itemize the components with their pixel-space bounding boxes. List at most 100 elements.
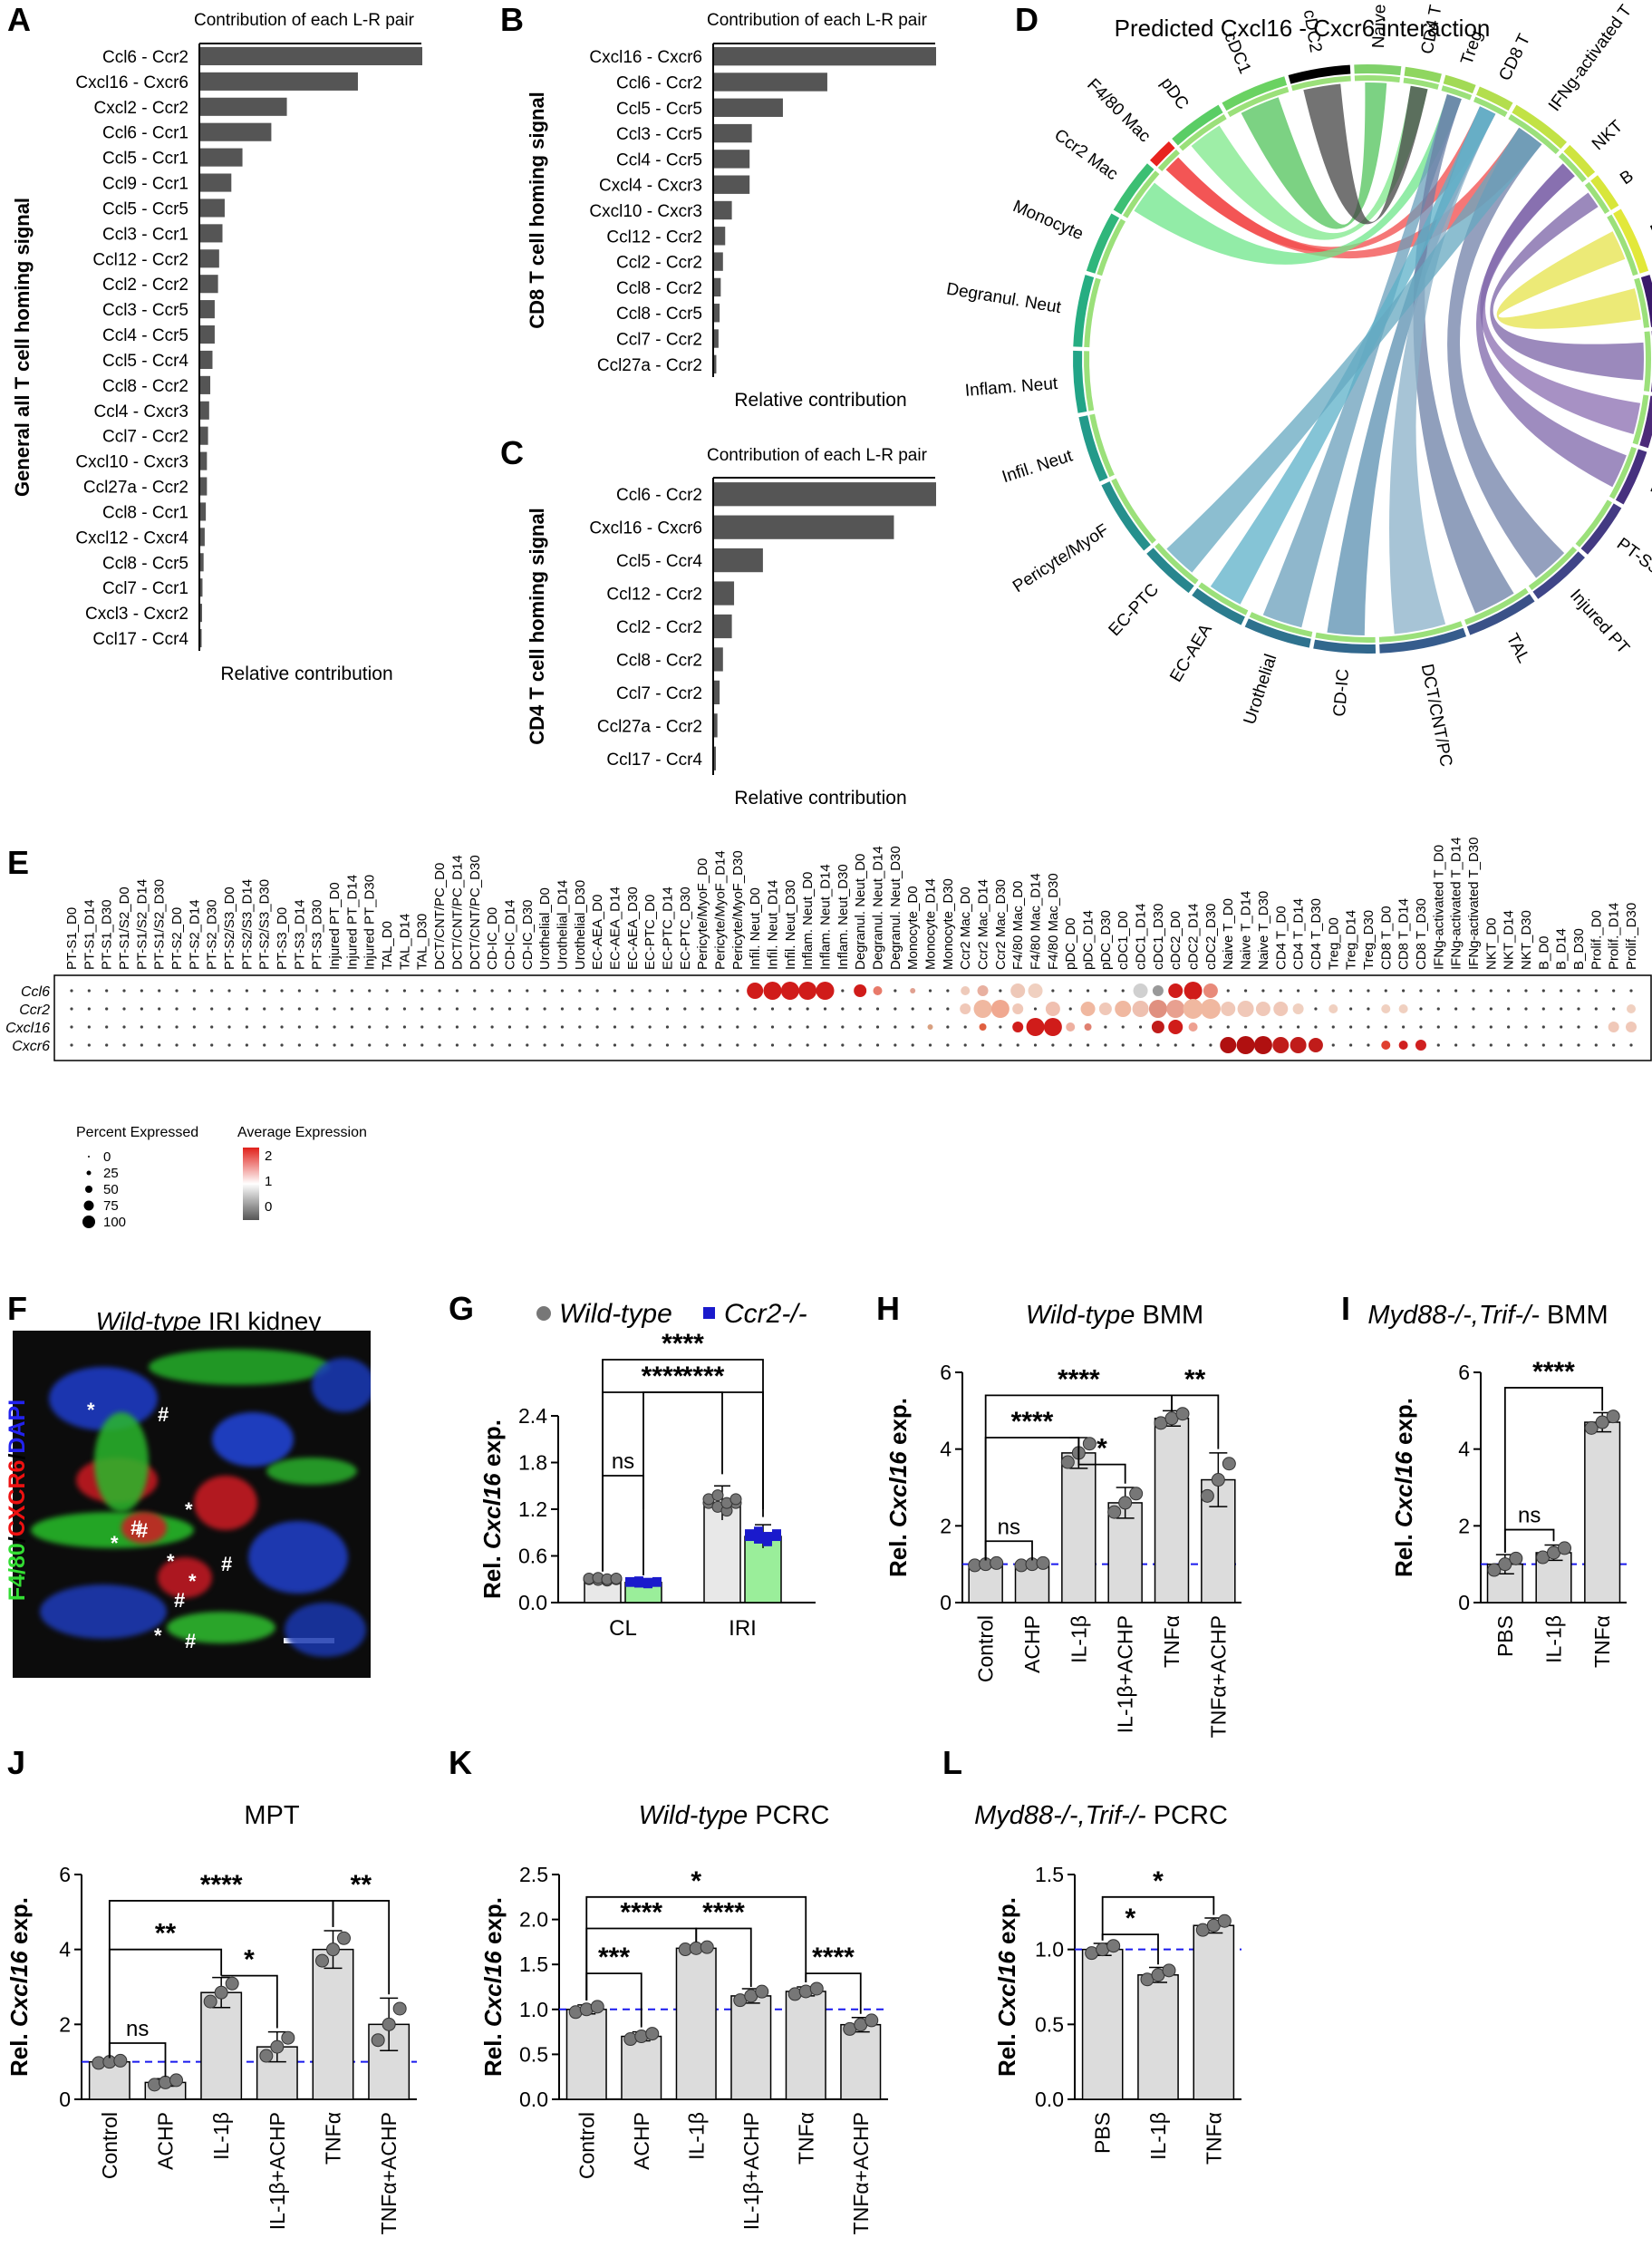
panel-letter-d: D bbox=[1015, 1, 1039, 38]
sector-inner-ring bbox=[1643, 331, 1651, 392]
sector-label: CD8 T bbox=[1495, 31, 1534, 84]
dot-highlight-15 bbox=[1183, 982, 1203, 1000]
dot bbox=[1121, 1043, 1125, 1047]
dot bbox=[368, 1043, 372, 1047]
dot-highlight-22 bbox=[1080, 1002, 1096, 1016]
dot-highlight-48 bbox=[1188, 1022, 1198, 1032]
dot bbox=[1507, 989, 1511, 993]
dot bbox=[245, 1025, 248, 1029]
category-label: Cxcl2 - Ccr2 bbox=[93, 99, 188, 118]
dot-highlight-55 bbox=[1290, 1037, 1307, 1053]
ylabel-part: exp. bbox=[1390, 1398, 1417, 1445]
significance-label: **** bbox=[642, 1361, 684, 1391]
data-point bbox=[763, 1536, 772, 1546]
chord-ribbon-3 bbox=[1191, 85, 1428, 240]
significance-label: ** bbox=[155, 1919, 177, 1949]
dot bbox=[402, 989, 407, 993]
y-tick-label: 2.4 bbox=[518, 1404, 547, 1428]
data-point bbox=[625, 1576, 634, 1586]
dot bbox=[490, 1007, 494, 1011]
dot-highlight-44 bbox=[1066, 1022, 1076, 1032]
category-label: Ccl8 - Ccr1 bbox=[102, 503, 188, 522]
ylabel-part: exp. bbox=[478, 1419, 506, 1467]
significance-label: *** bbox=[598, 1942, 630, 1972]
category-label: Ccl6 - Ccr2 bbox=[616, 73, 702, 92]
dot bbox=[507, 1043, 512, 1047]
dot bbox=[1629, 1043, 1633, 1047]
dot bbox=[736, 1025, 739, 1029]
sector-23 bbox=[1073, 275, 1095, 347]
bar-2 bbox=[714, 547, 763, 573]
y-tick-label: 0.0 bbox=[519, 2088, 548, 2111]
dot bbox=[315, 989, 319, 993]
dot bbox=[297, 1043, 301, 1047]
dot bbox=[1612, 989, 1616, 993]
y-tick-label: 0 bbox=[1458, 1591, 1470, 1614]
data-point bbox=[1509, 1551, 1523, 1565]
dot bbox=[1367, 1007, 1370, 1011]
dotplot-group-label: Prolif._D0 bbox=[1589, 910, 1604, 970]
size-legend-label: 100 bbox=[103, 1215, 126, 1230]
dot bbox=[280, 1043, 284, 1047]
dot bbox=[315, 1025, 319, 1029]
dot bbox=[1331, 989, 1335, 993]
significance-label: ns bbox=[126, 2017, 149, 2041]
dotplot-group-label: EC-AEA_D0 bbox=[590, 895, 605, 970]
bar-2 bbox=[675, 1947, 717, 2100]
dot bbox=[1156, 1043, 1160, 1047]
dot bbox=[1541, 1025, 1545, 1029]
bar-8 bbox=[714, 746, 716, 770]
y-tick-label: 1.8 bbox=[518, 1451, 547, 1475]
dot bbox=[1454, 1025, 1458, 1029]
y-tick-label: 6 bbox=[940, 1361, 952, 1384]
dot bbox=[1560, 989, 1563, 993]
dotplot-group-label: Injured PT_D14 bbox=[344, 875, 360, 970]
sector-inner-ring bbox=[1528, 547, 1578, 591]
chord-ribbon-11 bbox=[1447, 127, 1565, 578]
x-tick-label: TNFα+ACHP bbox=[849, 2112, 873, 2234]
dot bbox=[402, 1025, 407, 1029]
sector-inner-ring bbox=[1249, 612, 1313, 637]
dot bbox=[507, 1025, 512, 1029]
dot-highlight-21 bbox=[1045, 1002, 1060, 1016]
y-tick-label: 4 bbox=[940, 1438, 952, 1461]
dot bbox=[1384, 989, 1387, 993]
bar-4 bbox=[714, 614, 732, 639]
category-label: Ccl17 - Ccr4 bbox=[92, 630, 188, 649]
category-label: Ccl27a - Ccr2 bbox=[597, 356, 702, 375]
dot-highlight-20 bbox=[1012, 1003, 1024, 1014]
chord-ribbon-5 bbox=[1303, 83, 1428, 225]
chord-ribbon-6 bbox=[1327, 106, 1496, 635]
dot bbox=[1560, 1007, 1563, 1011]
micrograph-cell-7 bbox=[266, 1458, 357, 1485]
dot-highlight-43 bbox=[1043, 1018, 1062, 1036]
dot bbox=[210, 989, 214, 993]
dotplot-group-label: Pericyte/MyoF_D30 bbox=[730, 850, 746, 970]
dotplot-group-label: Prolif._D14 bbox=[1607, 903, 1622, 970]
y-tick-label: 4 bbox=[1458, 1438, 1470, 1461]
dot bbox=[1068, 1043, 1072, 1047]
legend-marker-ccr2 bbox=[703, 1307, 715, 1319]
dot-highlight-36 bbox=[1381, 1004, 1391, 1013]
dotplot-gene-label: Cxcl16 bbox=[5, 1021, 50, 1036]
bar-12 bbox=[200, 350, 213, 370]
significance-label: * bbox=[1125, 1904, 1135, 1933]
dotplot-group-label: Inflam. Neut_D14 bbox=[817, 864, 833, 970]
dot bbox=[87, 1043, 91, 1047]
x-tick-label: IL-1β bbox=[1067, 1615, 1090, 1663]
sector-label: Injured PT bbox=[1566, 586, 1633, 658]
panel-letter-f: F bbox=[7, 1290, 27, 1327]
bar-7 bbox=[200, 224, 223, 243]
dot-highlight-54 bbox=[1272, 1037, 1290, 1053]
dot bbox=[1472, 989, 1475, 993]
micrograph-title-rest: IRI kidney bbox=[208, 1307, 322, 1335]
bar-3 bbox=[1107, 1502, 1143, 1603]
category-label: Cxcl10 - Cxcr3 bbox=[589, 202, 702, 221]
dot bbox=[1419, 1007, 1423, 1011]
bar-1 bbox=[621, 2035, 662, 2100]
dot-highlight-23 bbox=[1098, 1003, 1112, 1015]
category-label: Cxcl16 - Cxcr6 bbox=[589, 48, 702, 67]
y-tick-label: 6 bbox=[59, 1863, 71, 1886]
dot-highlight-12 bbox=[1133, 983, 1148, 998]
chord-ribbon-4 bbox=[1241, 82, 1387, 229]
